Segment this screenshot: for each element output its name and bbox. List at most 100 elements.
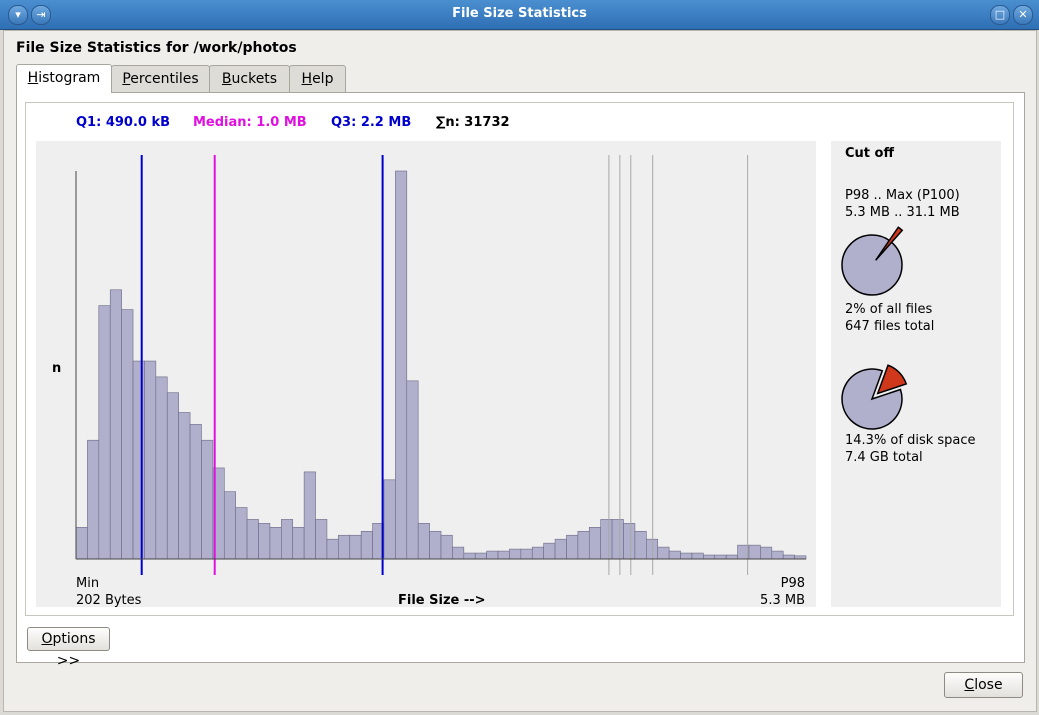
options-button[interactable]: Options >> bbox=[27, 627, 110, 669]
cutoff-title: Cut off bbox=[845, 146, 894, 161]
histogram-bar bbox=[303, 471, 316, 560]
histogram-bar bbox=[509, 548, 522, 560]
histogram-bar bbox=[646, 538, 659, 560]
histogram-bar bbox=[166, 392, 179, 560]
histogram-bar bbox=[75, 527, 88, 560]
histogram-bar bbox=[486, 550, 499, 560]
histogram-bar bbox=[497, 550, 510, 560]
histogram-bar bbox=[782, 554, 795, 560]
histogram-bar bbox=[588, 527, 601, 560]
histogram-bar bbox=[258, 523, 271, 560]
histogram-bar bbox=[703, 554, 716, 560]
histogram-chart: n Min 202 Bytes File Size --> P98 5.3 MB bbox=[52, 155, 807, 608]
dialog-body: File Size Statistics for /work/photos Hi… bbox=[3, 30, 1037, 712]
histogram-panel: Q1: 490.0 kB Median: 1.0 MB Q3: 2.2 MB ∑… bbox=[16, 92, 1025, 669]
histogram-bar bbox=[554, 538, 567, 560]
histogram-bar bbox=[634, 530, 647, 560]
histogram-bar bbox=[338, 534, 351, 560]
pin-icon[interactable]: ⇥ bbox=[31, 5, 51, 25]
histogram-bar bbox=[714, 554, 727, 560]
tab-buckets-key: B bbox=[221, 71, 232, 87]
x-min-label: Min bbox=[76, 576, 99, 591]
histogram-bar bbox=[611, 519, 624, 560]
histogram-bar bbox=[98, 305, 111, 560]
cutoff-panel: Cut off P98 .. Max (P100) 5.3 MB .. 31.1… bbox=[831, 141, 1001, 607]
disk-total: 7.4 GB total bbox=[845, 450, 923, 465]
histogram-view: Q1: 490.0 kB Median: 1.0 MB Q3: 2.2 MB ∑… bbox=[25, 102, 1014, 616]
histogram-bar bbox=[452, 546, 465, 560]
close-button[interactable]: Close bbox=[944, 672, 1023, 698]
maximize-icon[interactable]: □ bbox=[990, 5, 1010, 25]
x-max-value: 5.3 MB bbox=[760, 593, 805, 607]
disk-pie-chart bbox=[841, 364, 908, 430]
close-rest: lose bbox=[974, 677, 1003, 693]
tab-buckets-rest: uckets bbox=[231, 71, 278, 87]
tab-help-rest: elp bbox=[312, 71, 334, 87]
options-key: O bbox=[41, 631, 53, 647]
tab-percentiles-key: P bbox=[122, 71, 131, 87]
files-pie-slice bbox=[875, 226, 904, 261]
histogram-bar bbox=[520, 548, 533, 560]
disk-pie bbox=[841, 368, 903, 430]
histogram-bar bbox=[395, 170, 408, 560]
histogram-bar bbox=[429, 530, 442, 560]
histogram-bar bbox=[87, 439, 100, 560]
median-label: Median: 1.0 MB bbox=[193, 115, 307, 130]
tab-histogram-rest: istogram bbox=[38, 70, 101, 86]
histogram-bar bbox=[121, 309, 134, 560]
histogram-bar bbox=[292, 527, 305, 560]
histogram-bar bbox=[315, 519, 328, 560]
histogram-bar bbox=[406, 380, 419, 560]
histogram-bar bbox=[281, 519, 294, 560]
histogram-bar bbox=[725, 554, 738, 560]
histogram-bar bbox=[235, 507, 248, 560]
histogram-bar bbox=[771, 550, 784, 560]
histogram-bar bbox=[269, 527, 282, 560]
tab-histogram-key: H bbox=[27, 70, 39, 86]
histogram-bar bbox=[474, 552, 487, 560]
histogram-bar bbox=[132, 360, 145, 560]
files-pie-chart bbox=[841, 226, 904, 296]
cutoff-range-label: P98 .. Max (P100) bbox=[845, 188, 960, 203]
tab-histogram[interactable]: Histogram bbox=[16, 64, 112, 93]
histogram-bar bbox=[668, 550, 681, 560]
histogram-bar bbox=[748, 544, 761, 560]
histogram-bar bbox=[383, 479, 396, 560]
histogram-bar bbox=[144, 360, 157, 560]
tab-help[interactable]: Help bbox=[289, 65, 346, 92]
histogram-bar bbox=[189, 424, 202, 560]
cutoff-range-value: 5.3 MB .. 31.1 MB bbox=[845, 205, 960, 220]
histogram-bar bbox=[360, 530, 373, 560]
y-axis-label: n bbox=[52, 361, 61, 376]
x-axis-label: File Size --> bbox=[398, 593, 486, 607]
histogram-bar bbox=[109, 289, 122, 560]
files-total: 647 files total bbox=[845, 319, 935, 334]
histogram-bar bbox=[440, 534, 453, 560]
histogram-bar bbox=[463, 552, 476, 560]
histogram-bar bbox=[155, 376, 168, 560]
histogram-bar bbox=[246, 519, 259, 560]
tab-help-key: H bbox=[301, 71, 313, 87]
q3-label: Q3: 2.2 MB bbox=[331, 115, 412, 130]
window-menu-icon[interactable]: ▾ bbox=[8, 5, 28, 25]
histogram-bar bbox=[178, 412, 191, 560]
tab-percentiles[interactable]: Percentiles bbox=[111, 65, 210, 92]
tab-percentiles-rest: ercentiles bbox=[130, 71, 199, 87]
histogram-bar bbox=[760, 546, 773, 560]
files-pie bbox=[841, 234, 903, 296]
close-window-icon[interactable]: ✕ bbox=[1013, 5, 1033, 25]
tab-buckets[interactable]: Buckets bbox=[209, 65, 290, 92]
window-titlebar: ▾ ⇥ File Size Statistics □ ✕ bbox=[0, 0, 1039, 30]
disk-pie-slice bbox=[876, 364, 908, 395]
histogram-bar bbox=[417, 523, 430, 560]
histogram-bar bbox=[600, 519, 613, 560]
close-key: C bbox=[964, 677, 975, 693]
options-rest: ptions >> bbox=[52, 631, 96, 669]
x-max-label: P98 bbox=[781, 576, 805, 591]
window-title: File Size Statistics bbox=[452, 6, 587, 21]
disk-pct: 14.3% of disk space bbox=[845, 433, 976, 448]
histogram-bar bbox=[543, 542, 556, 560]
histogram-bar bbox=[531, 546, 544, 560]
histogram-bar bbox=[691, 552, 704, 560]
histogram-plot: n Min 202 Bytes File Size --> P98 5.3 MB bbox=[36, 141, 816, 608]
